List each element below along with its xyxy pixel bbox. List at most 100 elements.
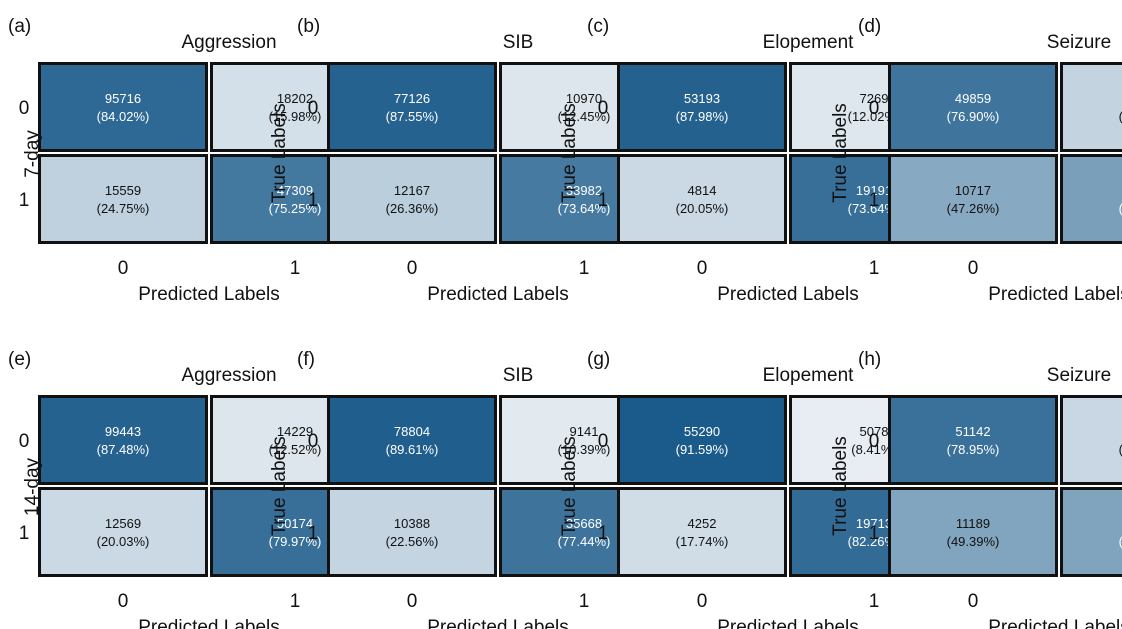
x-tick-label: 0 [118, 258, 129, 279]
panel-letter: (h) [858, 349, 881, 370]
cell-percent: (23.10%) [1119, 109, 1122, 124]
matrix-cell [38, 487, 208, 577]
panel-letter: (a) [8, 16, 31, 37]
panel-letter: (b) [297, 16, 320, 37]
matrix-cell [1060, 62, 1122, 152]
cell-percent: (79.97%) [269, 534, 322, 549]
panel-title: Elopement [763, 365, 855, 386]
cell-count: 95716 [105, 91, 141, 106]
cell-percent: (76.90%) [947, 109, 1000, 124]
matrix-cell [888, 395, 1058, 485]
y-axis-label: True Labels [269, 103, 290, 203]
x-axis-label: Predicted Labels [988, 617, 1122, 629]
matrix-cell [617, 395, 787, 485]
cell-percent: (12.02%) [848, 109, 901, 124]
matrix-cell [38, 395, 208, 485]
y-tick-label: 0 [308, 431, 319, 452]
x-tick-label: 1 [869, 591, 880, 612]
cell-count: 4252 [688, 516, 717, 531]
cell-percent: (91.59%) [676, 442, 729, 457]
panel-letter: (g) [587, 349, 610, 370]
x-tick-label: 0 [968, 258, 979, 279]
x-tick-label: 1 [290, 591, 301, 612]
cell-count: 49859 [955, 91, 991, 106]
y-tick-label: 0 [598, 98, 609, 119]
matrix-cell [617, 154, 787, 244]
matrix-cell [1060, 154, 1122, 244]
x-axis-label: Predicted Labels [427, 284, 569, 305]
matrix-cell [617, 487, 787, 577]
y-tick-label: 0 [598, 431, 609, 452]
cell-count: 77126 [394, 91, 430, 106]
y-axis-label: True Labels [0, 103, 1, 203]
cell-percent: (20.05%) [676, 201, 729, 216]
panel-title: Seizure [1047, 365, 1111, 386]
x-axis-label: Predicted Labels [427, 617, 569, 629]
x-tick-label: 1 [579, 258, 590, 279]
matrix-cell [1060, 395, 1122, 485]
y-axis-label: True Labels [830, 103, 851, 203]
cell-count: 10388 [394, 516, 430, 531]
y-axis-label: True Labels [830, 436, 851, 536]
cell-percent: (10.39%) [558, 442, 611, 457]
cell-percent: (84.02%) [97, 109, 150, 124]
y-axis-label: True Labels [269, 436, 290, 536]
row-label: 14-day [22, 457, 43, 516]
x-tick-label: 1 [579, 591, 590, 612]
cell-count: 53193 [684, 91, 720, 106]
y-tick-label: 0 [869, 98, 880, 119]
cell-percent: (75.25%) [269, 201, 322, 216]
panel-title: Elopement [763, 32, 855, 53]
matrix-cell [327, 487, 497, 577]
cell-count: 51142 [955, 424, 990, 439]
x-tick-label: 0 [697, 258, 708, 279]
x-tick-label: 1 [290, 258, 301, 279]
matrix-cell [617, 62, 787, 152]
matrix-cell [1060, 487, 1122, 577]
matrix-cell [888, 62, 1058, 152]
cell-percent: (87.98%) [676, 109, 729, 124]
cell-percent: (82.26%) [848, 534, 901, 549]
cell-count: 15559 [105, 183, 141, 198]
cell-count: 19713 [856, 516, 892, 531]
cell-percent: (47.26%) [947, 201, 1000, 216]
x-tick-label: 0 [968, 591, 979, 612]
cell-percent: (52.74%) [1119, 201, 1122, 216]
cell-percent: (15.98%) [269, 109, 322, 124]
panel-title: Aggression [181, 32, 276, 53]
cell-percent: (89.61%) [386, 442, 439, 457]
matrix-cell [38, 62, 208, 152]
y-axis-label: True Labels [559, 103, 580, 203]
x-axis-label: Predicted Labels [138, 617, 280, 629]
panel-letter: (f) [297, 349, 315, 370]
cell-count: 50174 [277, 516, 313, 531]
y-tick-label: 1 [598, 523, 609, 544]
cell-count: 78804 [394, 424, 430, 439]
y-tick-label: 1 [869, 523, 880, 544]
cell-count: 12569 [105, 516, 141, 531]
x-tick-label: 0 [407, 591, 418, 612]
matrix-cell [327, 154, 497, 244]
cell-percent: (20.03%) [97, 534, 150, 549]
cell-percent: (12.52%) [269, 442, 322, 457]
y-tick-label: 0 [869, 431, 880, 452]
cell-count: 4814 [688, 183, 717, 198]
y-tick-label: 1 [19, 190, 30, 211]
cell-count: 5078 [860, 424, 889, 439]
cell-percent: (73.64%) [848, 201, 901, 216]
y-tick-label: 0 [19, 98, 30, 119]
y-tick-label: 1 [19, 523, 30, 544]
y-axis-label: True Labels [559, 436, 580, 536]
x-axis-label: Predicted Labels [717, 617, 859, 629]
y-tick-label: 0 [308, 98, 319, 119]
cell-count: 19191 [856, 183, 892, 198]
cell-percent: (22.56%) [386, 534, 439, 549]
y-axis-label: True Labels [0, 436, 1, 536]
cell-count: 10717 [955, 183, 991, 198]
y-tick-label: 0 [19, 431, 30, 452]
x-axis-label: Predicted Labels [138, 284, 280, 305]
cell-count: 11189 [956, 516, 990, 531]
cell-percent: (24.75%) [97, 201, 150, 216]
cell-count: 14229 [277, 424, 313, 439]
